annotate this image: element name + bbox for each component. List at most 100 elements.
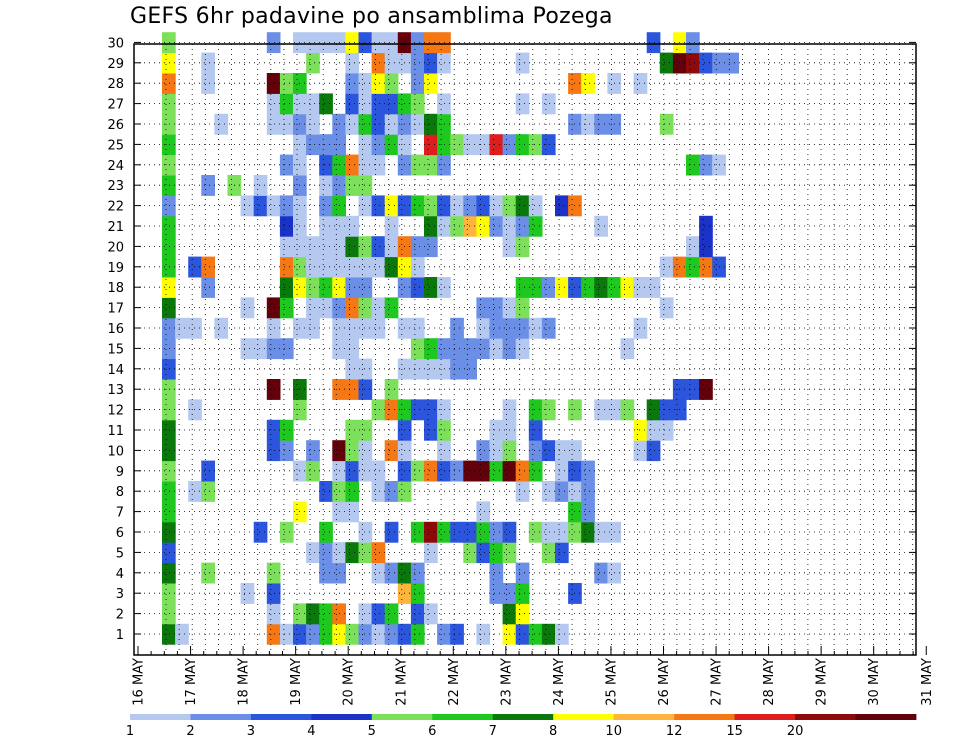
heatmap-cell: [371, 195, 386, 217]
heatmap-cell: [371, 460, 386, 482]
heatmap-cell: [424, 419, 438, 441]
heatmap-cell: [410, 113, 425, 135]
heatmap-cell: [659, 419, 674, 441]
heatmap-cell: [188, 256, 202, 278]
heatmap-cell: [437, 215, 451, 237]
heatmap-cell: [410, 460, 425, 482]
heatmap-cell: [306, 277, 320, 298]
heatmap-cell: [699, 154, 713, 176]
chart-title: GEFS 6hr padavine po ansamblima Pozega: [130, 4, 613, 29]
heatmap-cell: [371, 73, 386, 94]
heatmap-cell: [162, 358, 176, 380]
heatmap-cell: [266, 338, 281, 360]
heatmap-cell: [266, 419, 281, 441]
heatmap-cell: [319, 256, 333, 278]
colorbar-label: 20: [787, 724, 804, 739]
heatmap-cell: [162, 338, 176, 360]
heatmap-cell: [201, 73, 215, 94]
heatmap-cell: [410, 32, 425, 54]
heatmap-cell: [266, 603, 281, 625]
heatmap-cell: [686, 236, 700, 258]
x-tick-label: 19 MAY: [289, 658, 304, 706]
heatmap-cell: [162, 603, 176, 625]
heatmap-cell: [371, 317, 386, 339]
heatmap-cell: [371, 562, 386, 584]
x-tick-label: 22 MAY: [447, 658, 462, 706]
heatmap-cell: [266, 113, 281, 135]
heatmap-cell: [437, 440, 451, 462]
heatmap-cell: [699, 236, 713, 258]
heatmap-cell: [515, 134, 530, 156]
y-tick-label: 10: [107, 444, 124, 459]
heatmap-cell: [358, 521, 373, 543]
heatmap-cell: [450, 358, 464, 380]
colorbar-swatch: [311, 714, 373, 720]
heatmap-cell: [515, 460, 530, 482]
colorbar-label: 10: [605, 724, 622, 739]
heatmap-cell: [253, 175, 268, 196]
heatmap-cell: [345, 481, 360, 502]
heatmap-cell: [384, 32, 399, 54]
heatmap-cell: [489, 562, 504, 584]
heatmap-cell: [162, 379, 176, 400]
heatmap-cell: [358, 134, 373, 156]
colorbar-swatch: [855, 714, 917, 720]
heatmap-cell: [489, 215, 504, 237]
heatmap-cell: [175, 623, 189, 645]
heatmap-cell: [528, 623, 543, 645]
heatmap-cell: [319, 236, 333, 258]
heatmap-cell: [450, 623, 464, 645]
heatmap-cell: [515, 297, 530, 319]
heatmap-cell: [384, 215, 399, 237]
heatmap-cell: [450, 195, 464, 217]
heatmap-cell: [240, 297, 255, 319]
heatmap-cell: [659, 113, 674, 135]
heatmap-cell: [410, 562, 425, 584]
heatmap-cell: [201, 175, 215, 196]
heatmap-cell: [371, 93, 386, 115]
y-tick-label: 26: [107, 118, 124, 133]
heatmap-cell: [384, 93, 399, 115]
colorbar-label: 15: [726, 724, 743, 739]
heatmap-cell: [188, 317, 202, 339]
heatmap-cell: [528, 277, 543, 298]
heatmap-cell: [437, 419, 451, 441]
heatmap-cell: [424, 460, 438, 482]
y-tick-label: 24: [107, 159, 124, 174]
heatmap-cell: [162, 501, 176, 523]
y-tick-label: 3: [116, 587, 124, 602]
heatmap-cell: [162, 73, 176, 94]
heatmap-cell: [555, 481, 569, 502]
heatmap-cell: [201, 256, 215, 278]
heatmap-cell: [515, 317, 530, 339]
heatmap-cell: [555, 460, 569, 482]
x-tick-label: 17 MAY: [184, 658, 199, 706]
y-tick-label: 11: [107, 424, 124, 439]
y-tick-label: 27: [107, 98, 124, 113]
heatmap-cell: [463, 134, 477, 156]
y-tick-label: 19: [107, 261, 124, 276]
heatmap-cell: [162, 583, 176, 604]
heatmap-cell: [437, 338, 451, 360]
heatmap-cell: [450, 338, 464, 360]
heatmap-cell: [240, 338, 255, 360]
heatmap-cell: [620, 277, 635, 298]
heatmap-cell: [450, 134, 464, 156]
heatmap-cell: [253, 338, 268, 360]
heatmap-cell: [345, 419, 360, 441]
y-tick-label: 20: [107, 240, 124, 255]
heatmap-cell: [437, 134, 451, 156]
heatmap-cell: [371, 481, 386, 502]
heatmap-cell: [162, 236, 176, 258]
heatmap-cell: [424, 73, 438, 94]
heatmap-cell: [463, 542, 477, 564]
heatmap-cell: [659, 297, 674, 319]
heatmap-cell: [424, 277, 438, 298]
heatmap-cell: [424, 603, 438, 625]
heatmap-cell: [633, 419, 648, 441]
heatmap-cell: [279, 277, 294, 298]
heatmap-cell: [437, 52, 451, 74]
heatmap-cell: [424, 195, 438, 217]
heatmap-cell: [555, 277, 569, 298]
heatmap-cell: [371, 399, 386, 421]
